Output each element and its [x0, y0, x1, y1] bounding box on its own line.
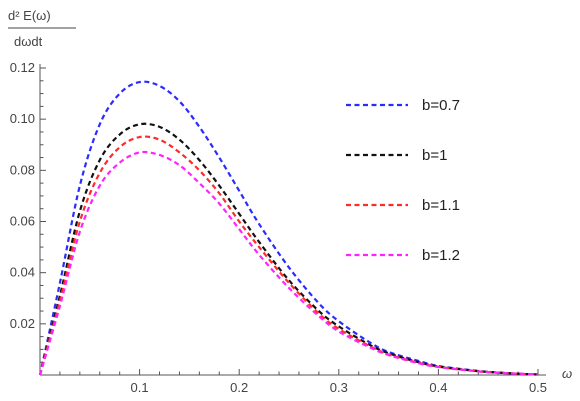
x-tick-label: 0.5: [529, 380, 547, 395]
y-tick-label: 0.06: [10, 214, 35, 229]
x-axis-ticks: 0.1 0.2 0.3 0.4 0.5: [39, 369, 547, 395]
series-lines: [38, 80, 539, 376]
x-axis-label: ω: [562, 366, 572, 381]
y-axis-ticks: 0.02 0.04 0.06 0.08 0.10 0.12: [10, 60, 46, 376]
y-tick-label: 0.04: [10, 265, 35, 280]
series-line-b-0-7: [38, 80, 539, 376]
y-tick-label: 0.12: [10, 60, 35, 75]
y-tick-label: 0.10: [10, 111, 35, 126]
y-tick-label: 0.02: [10, 316, 35, 331]
legend-label: b=1.1: [422, 197, 460, 214]
series-line-b-1: [38, 122, 539, 376]
x-tick-label: 0.2: [230, 380, 248, 395]
y-axis-label: d² E(ω) dωdt: [8, 8, 76, 49]
legend: b=0.7 b=1 b=1.1 b=1.2: [346, 97, 460, 264]
x-tick-label: 0.4: [429, 380, 447, 395]
y-axis-label-numerator: d² E(ω): [8, 8, 51, 23]
legend-label: b=0.7: [422, 97, 460, 114]
x-tick-label: 0.3: [330, 380, 348, 395]
series-line-b-1-2: [38, 150, 539, 376]
y-tick-label: 0.08: [10, 162, 35, 177]
legend-label: b=1.2: [422, 247, 460, 264]
x-tick-label: 0.1: [131, 380, 149, 395]
y-axis-label-denominator: dωdt: [14, 34, 43, 49]
legend-label: b=1: [422, 147, 447, 164]
series-line-b-1-1: [38, 135, 539, 376]
